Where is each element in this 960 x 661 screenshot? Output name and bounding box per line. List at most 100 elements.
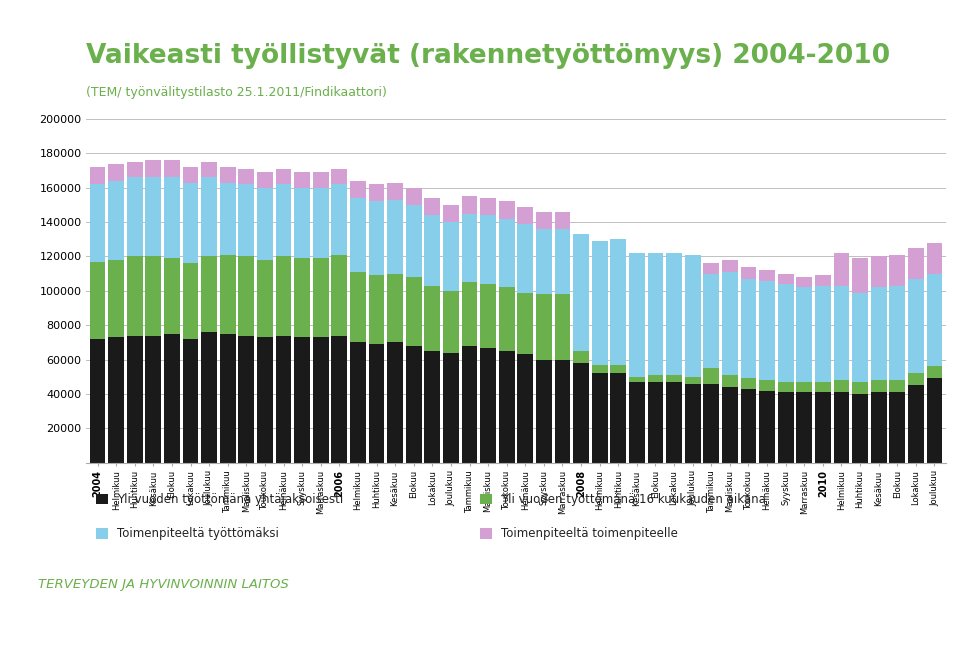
Bar xyxy=(611,239,626,365)
Bar xyxy=(889,254,905,286)
Bar xyxy=(722,272,738,375)
Bar xyxy=(350,272,366,342)
Bar xyxy=(406,346,421,463)
Text: 13.4.2011: 13.4.2011 xyxy=(19,633,98,648)
Bar xyxy=(369,276,384,344)
Bar xyxy=(815,392,830,463)
Text: Toimenpiteeltä työttömäksi: Toimenpiteeltä työttömäksi xyxy=(117,527,279,540)
Bar xyxy=(350,198,366,272)
Bar xyxy=(480,284,496,348)
Bar xyxy=(871,380,886,392)
Bar xyxy=(238,256,254,336)
Bar xyxy=(146,177,161,256)
Bar xyxy=(517,224,533,293)
Bar xyxy=(424,351,441,463)
Bar xyxy=(202,177,217,256)
Bar xyxy=(108,164,124,181)
Bar xyxy=(666,382,682,463)
Bar xyxy=(294,188,310,258)
Bar xyxy=(722,387,738,463)
Bar xyxy=(202,256,217,332)
Bar xyxy=(591,241,608,365)
Bar xyxy=(89,167,106,184)
Bar xyxy=(573,363,589,463)
Bar xyxy=(89,184,106,262)
Bar xyxy=(350,181,366,198)
Bar xyxy=(387,182,403,200)
Bar xyxy=(536,294,552,360)
Bar xyxy=(294,258,310,337)
Bar xyxy=(499,351,515,463)
Bar xyxy=(704,274,719,368)
Text: Yli vuoden työttömänä yhtäjaksoisesti: Yli vuoden työttömänä yhtäjaksoisesti xyxy=(117,492,344,506)
Bar xyxy=(387,274,403,342)
Text: Yli vuoden työttömänä 16 kuukauden aikana: Yli vuoden työttömänä 16 kuukauden aikan… xyxy=(501,492,766,506)
Bar xyxy=(424,286,441,351)
Bar xyxy=(629,253,645,377)
Bar xyxy=(573,234,589,351)
Bar xyxy=(146,160,161,177)
Bar xyxy=(424,198,441,215)
Bar xyxy=(536,360,552,463)
Bar xyxy=(517,207,533,224)
Bar xyxy=(313,258,328,337)
Bar xyxy=(127,336,143,463)
Bar xyxy=(499,202,515,219)
Bar xyxy=(350,342,366,463)
Bar xyxy=(852,258,868,293)
Bar xyxy=(648,253,663,375)
Bar xyxy=(182,339,199,463)
Bar xyxy=(852,394,868,463)
Bar xyxy=(555,360,570,463)
Bar xyxy=(908,385,924,463)
Bar xyxy=(889,286,905,380)
Bar xyxy=(629,382,645,463)
Bar xyxy=(908,248,924,279)
Bar xyxy=(146,336,161,463)
Bar xyxy=(889,380,905,392)
Bar xyxy=(462,346,477,463)
Bar xyxy=(778,274,794,284)
Bar xyxy=(815,286,830,382)
Bar xyxy=(704,383,719,463)
Bar xyxy=(833,286,850,380)
Bar xyxy=(146,256,161,336)
Bar xyxy=(480,198,496,215)
Bar xyxy=(778,392,794,463)
Bar xyxy=(833,392,850,463)
Bar xyxy=(238,336,254,463)
Bar xyxy=(833,253,850,286)
Bar xyxy=(220,182,235,254)
Bar xyxy=(648,382,663,463)
Bar xyxy=(108,337,124,463)
Bar xyxy=(926,243,943,274)
Bar xyxy=(517,354,533,463)
Bar xyxy=(182,167,199,182)
Bar xyxy=(517,293,533,354)
Bar xyxy=(722,260,738,272)
Bar xyxy=(276,169,292,184)
Bar xyxy=(852,293,868,382)
Bar xyxy=(443,353,459,463)
Bar xyxy=(331,254,348,336)
Bar xyxy=(89,339,106,463)
Bar xyxy=(257,173,273,188)
Bar xyxy=(164,177,180,258)
Bar xyxy=(648,375,663,382)
Bar xyxy=(164,258,180,334)
Bar xyxy=(182,182,199,263)
Bar xyxy=(202,332,217,463)
Text: TERVEYDEN JA HYVINVOINNIN LAITOS: TERVEYDEN JA HYVINVOINNIN LAITOS xyxy=(38,578,289,592)
Bar xyxy=(815,276,830,286)
Bar xyxy=(684,383,701,463)
Bar xyxy=(666,375,682,382)
Bar xyxy=(387,200,403,274)
Bar xyxy=(443,205,459,222)
Bar xyxy=(220,334,235,463)
Text: Toimenpiteeltä toimenpiteelle: Toimenpiteeltä toimenpiteelle xyxy=(501,527,678,540)
Bar xyxy=(499,219,515,288)
Bar xyxy=(573,351,589,363)
Bar xyxy=(778,284,794,382)
Text: Vaikeasti työllistyvät (rakennetyöttömyys) 2004-2010: Vaikeasti työllistyvät (rakennetyöttömyy… xyxy=(86,44,891,69)
Bar xyxy=(797,392,812,463)
